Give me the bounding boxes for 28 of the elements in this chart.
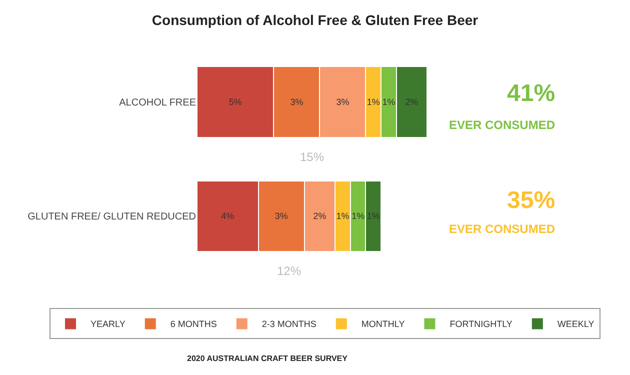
chart-title: Consumption of Alcohol Free & Gluten Free Beer xyxy=(152,12,479,28)
legend-label: FORTNIGHTLY xyxy=(450,319,512,330)
data-label: 1% xyxy=(366,211,380,222)
data-label: 4% xyxy=(221,211,234,222)
text: 35% xyxy=(507,187,556,214)
legend-label: YEARLY xyxy=(90,319,126,330)
y-tick-label: GLUTEN FREE/ GLUTEN REDUCED xyxy=(28,212,196,223)
y-tick-label: ALCOHOL FREE xyxy=(119,98,196,109)
legend-label: 6 MONTHS xyxy=(170,319,217,330)
data-label: 5% xyxy=(228,97,242,108)
data-label: 1% xyxy=(352,211,365,222)
data-label: 3% xyxy=(274,211,288,222)
data-label: 2% xyxy=(313,211,326,222)
text: EVER CONSUMED xyxy=(449,118,556,132)
data-label: 3% xyxy=(290,97,304,108)
text: 41% xyxy=(507,80,556,107)
data-label: 3% xyxy=(336,97,350,108)
legend-label: 2-3 MONTHS xyxy=(262,319,316,330)
total-label: 15% xyxy=(300,150,324,164)
text: EVER CONSUMED xyxy=(449,222,556,236)
legend-label: WEEKLY xyxy=(557,319,594,330)
total-label: 12% xyxy=(277,264,302,278)
data-label: 2% xyxy=(405,97,418,108)
legend-label: MONTHLY xyxy=(361,319,405,330)
data-label: 1% xyxy=(336,211,350,222)
text: 2020 AUSTRALIAN CRAFT BEER SURVEY xyxy=(187,354,348,363)
data-label: 1% xyxy=(366,97,380,108)
data-label: 1% xyxy=(382,97,396,108)
